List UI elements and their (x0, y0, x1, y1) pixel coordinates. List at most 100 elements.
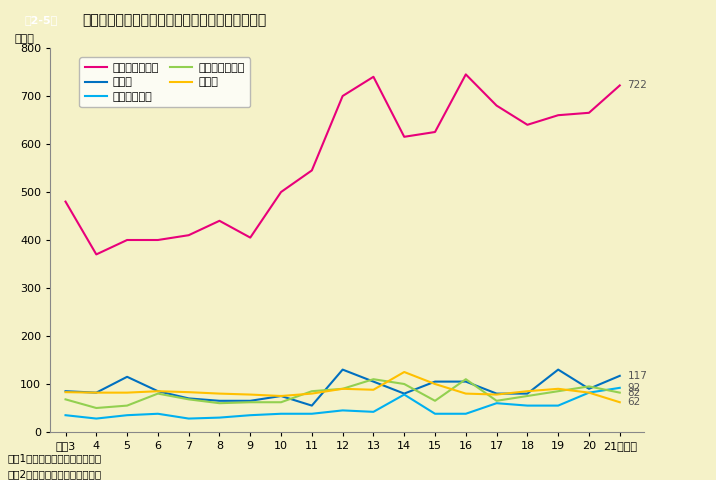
ヨット (277, 393, 286, 399)
Line: 遊漁船: 遊漁船 (66, 372, 620, 402)
ヨット (123, 374, 132, 380)
遊漁船 (308, 391, 316, 396)
手漕ぎボート (308, 411, 316, 417)
水上オートバイ (123, 403, 132, 408)
モーターボート (554, 112, 563, 118)
手漕ぎボート (400, 392, 409, 397)
遊漁船 (400, 369, 409, 375)
水上オートバイ (523, 393, 532, 399)
Text: 82: 82 (627, 388, 641, 397)
ヨット (185, 396, 193, 401)
遊漁船 (216, 391, 224, 396)
モーターボート (493, 103, 501, 108)
モーターボート (62, 199, 70, 204)
Legend: モーターボート, ヨット, 手漕ぎボート, 水上オートバイ, 遊漁船: モーターボート, ヨット, 手漕ぎボート, 水上オートバイ, 遊漁船 (79, 58, 250, 108)
手漕ぎボート (431, 411, 440, 417)
ヨット (493, 391, 501, 396)
水上オートバイ (62, 396, 70, 402)
手漕ぎボート (216, 415, 224, 420)
Line: ヨット: ヨット (66, 370, 620, 406)
ヨット (369, 379, 378, 384)
手漕ぎボート (185, 416, 193, 421)
Line: 手漕ぎボート: 手漕ぎボート (66, 388, 620, 419)
手漕ぎボート (462, 411, 470, 417)
Text: 注　1　海上保安庁資料による。: 注 1 海上保安庁資料による。 (7, 454, 101, 464)
水上オートバイ (185, 396, 193, 402)
水上オートバイ (616, 390, 624, 396)
ヨット (554, 367, 563, 372)
水上オートバイ (431, 398, 440, 404)
モーターボート (462, 72, 470, 77)
Line: モーターボート: モーターボート (66, 74, 620, 254)
ヨット (462, 379, 470, 384)
モーターボート (369, 74, 378, 80)
Text: 第2-5図: 第2-5図 (24, 15, 58, 25)
モーターボート (585, 110, 594, 116)
水上オートバイ (92, 405, 101, 411)
Text: 722: 722 (627, 81, 647, 90)
遊漁船 (369, 387, 378, 393)
ヨット (585, 386, 594, 392)
モーターボート (400, 134, 409, 140)
ヨット (339, 367, 347, 372)
ヨット (62, 388, 70, 394)
遊漁船 (585, 390, 594, 396)
遊漁船 (62, 389, 70, 395)
ヨット (523, 391, 532, 396)
モーターボート (123, 237, 132, 243)
遊漁船 (523, 388, 532, 394)
手漕ぎボート (369, 409, 378, 415)
Text: 92: 92 (627, 383, 641, 393)
水上オートバイ (462, 376, 470, 382)
遊漁船 (462, 391, 470, 396)
モーターボート (185, 232, 193, 238)
Text: （隻）: （隻） (14, 34, 34, 44)
水上オートバイ (369, 376, 378, 382)
水上オートバイ (554, 388, 563, 394)
手漕ぎボート (62, 412, 70, 418)
手漕ぎボート (154, 411, 163, 417)
遊漁船 (277, 393, 286, 399)
モーターボート (616, 83, 624, 88)
遊漁船 (123, 390, 132, 396)
モーターボート (308, 168, 316, 173)
遊漁船 (246, 392, 255, 397)
モーターボート (431, 129, 440, 135)
ヨット (216, 398, 224, 404)
ヨット (154, 388, 163, 394)
手漕ぎボート (123, 412, 132, 418)
遊漁船 (92, 390, 101, 396)
ヨット (400, 391, 409, 396)
水上オートバイ (216, 400, 224, 406)
モーターボート (216, 218, 224, 224)
手漕ぎボート (554, 403, 563, 408)
遊漁船 (185, 389, 193, 395)
Line: 水上オートバイ: 水上オートバイ (66, 379, 620, 408)
モーターボート (154, 237, 163, 243)
手漕ぎボート (523, 403, 532, 408)
手漕ぎボート (277, 411, 286, 417)
手漕ぎボート (585, 390, 594, 396)
水上オートバイ (585, 384, 594, 389)
モーターボート (523, 122, 532, 128)
手漕ぎボート (92, 416, 101, 421)
水上オートバイ (277, 399, 286, 405)
水上オートバイ (400, 381, 409, 387)
ヨット (246, 398, 255, 404)
手漕ぎボート (246, 412, 255, 418)
ヨット (308, 403, 316, 408)
水上オートバイ (339, 386, 347, 392)
モーターボート (246, 235, 255, 240)
水上オートバイ (308, 388, 316, 394)
手漕ぎボート (493, 400, 501, 406)
ヨット (92, 390, 101, 396)
遊漁船 (154, 388, 163, 394)
モーターボート (92, 252, 101, 257)
手漕ぎボート (339, 408, 347, 413)
遊漁船 (431, 381, 440, 387)
水上オートバイ (493, 398, 501, 404)
Text: プレジャーボート等の船型別海難船舶隻数の推移: プレジャーボート等の船型別海難船舶隻数の推移 (82, 13, 266, 27)
モーターボート (277, 189, 286, 195)
モーターボート (339, 93, 347, 99)
Text: 2　船型「その他」を除く。: 2 船型「その他」を除く。 (7, 469, 101, 479)
